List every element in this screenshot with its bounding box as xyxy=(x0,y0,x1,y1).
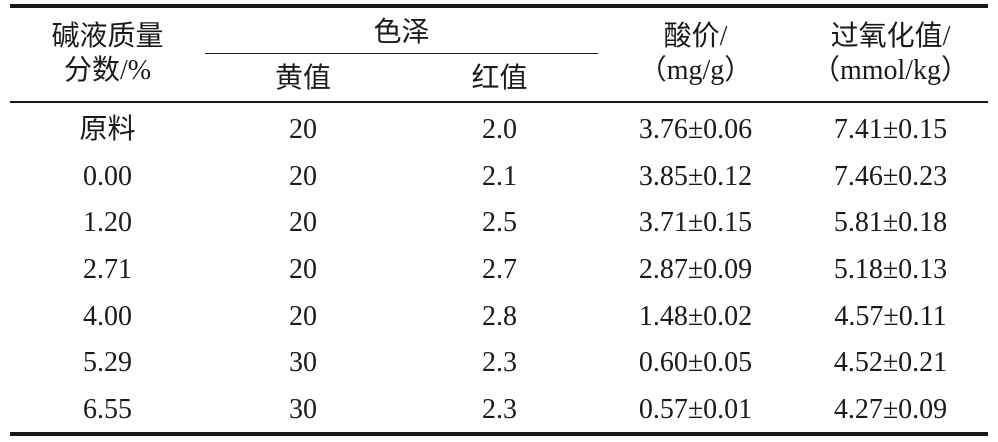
cell-yellow: 20 xyxy=(289,161,317,192)
cell-acid-value: 2.87±0.09 xyxy=(638,254,753,285)
table-top-rule xyxy=(10,4,988,8)
cell-concentration: 1.20 xyxy=(83,207,132,238)
cell-red: 2.1 xyxy=(482,161,517,192)
header-red-value: 红值 xyxy=(471,63,528,94)
cell-red: 2.3 xyxy=(482,394,517,425)
cell-yellow: 20 xyxy=(289,254,317,285)
cell-concentration: 0.00 xyxy=(83,161,132,192)
header-color-group: 色泽 xyxy=(373,17,430,48)
cell-red: 2.5 xyxy=(482,207,517,238)
cell-acid-value: 0.60±0.05 xyxy=(638,347,753,378)
cell-acid-value: 3.76±0.06 xyxy=(638,114,753,145)
cell-peroxide-value: 4.52±0.21 xyxy=(833,347,948,378)
table-bottom-rule xyxy=(10,432,988,436)
cell-yellow: 20 xyxy=(289,207,317,238)
cell-yellow: 20 xyxy=(289,301,317,332)
header-concentration-line2: 分数/% xyxy=(63,55,152,86)
cell-acid-value: 1.48±0.02 xyxy=(638,301,753,332)
cell-red: 2.7 xyxy=(482,254,517,285)
header-acid-value-line1: 酸价/ xyxy=(663,21,728,52)
table-row: 2.71 20 2.7 2.87±0.09 5.18±0.13 xyxy=(0,253,998,287)
cell-peroxide-value: 5.18±0.13 xyxy=(833,254,948,285)
cell-peroxide-value: 7.46±0.23 xyxy=(833,161,948,192)
table-row: 0.00 20 2.1 3.85±0.12 7.46±0.23 xyxy=(0,160,998,194)
header-peroxide-value-line1: 过氧化值/ xyxy=(830,21,951,52)
header-peroxide-value-line2: （mmol/kg） xyxy=(811,55,970,86)
cell-concentration: 原料 xyxy=(79,114,136,145)
cell-acid-value: 3.85±0.12 xyxy=(638,161,753,192)
cell-concentration: 6.55 xyxy=(83,394,132,425)
cell-red: 2.3 xyxy=(482,347,517,378)
cell-red: 2.8 xyxy=(482,301,517,332)
cell-yellow: 20 xyxy=(289,114,317,145)
cell-peroxide-value: 4.57±0.11 xyxy=(834,301,947,332)
cell-concentration: 5.29 xyxy=(83,347,132,378)
cell-yellow: 30 xyxy=(289,394,317,425)
cell-acid-value: 0.57±0.01 xyxy=(638,394,753,425)
table-row: 4.00 20 2.8 1.48±0.02 4.57±0.11 xyxy=(0,300,998,334)
header-acid-value-line2: （mg/g） xyxy=(638,55,753,86)
table-row: 原料 20 2.0 3.76±0.06 7.41±0.15 xyxy=(0,113,998,147)
header-concentration-line1: 碱液质量 xyxy=(51,21,164,52)
cell-concentration: 4.00 xyxy=(83,301,132,332)
cell-peroxide-value: 5.81±0.18 xyxy=(833,207,948,238)
cell-peroxide-value: 7.41±0.15 xyxy=(833,114,948,145)
header-color-subrule xyxy=(205,53,598,54)
cell-acid-value: 3.71±0.15 xyxy=(638,207,753,238)
table-row: 6.55 30 2.3 0.57±0.01 4.27±0.09 xyxy=(0,393,998,427)
table-header-rule xyxy=(10,101,988,103)
table-row: 1.20 20 2.5 3.71±0.15 5.81±0.18 xyxy=(0,206,998,240)
cell-concentration: 2.71 xyxy=(83,254,132,285)
cell-red: 2.0 xyxy=(482,114,517,145)
cell-peroxide-value: 4.27±0.09 xyxy=(833,394,948,425)
table-row: 5.29 30 2.3 0.60±0.05 4.52±0.21 xyxy=(0,346,998,380)
cell-yellow: 30 xyxy=(289,347,317,378)
header-yellow-value: 黄值 xyxy=(274,63,331,94)
